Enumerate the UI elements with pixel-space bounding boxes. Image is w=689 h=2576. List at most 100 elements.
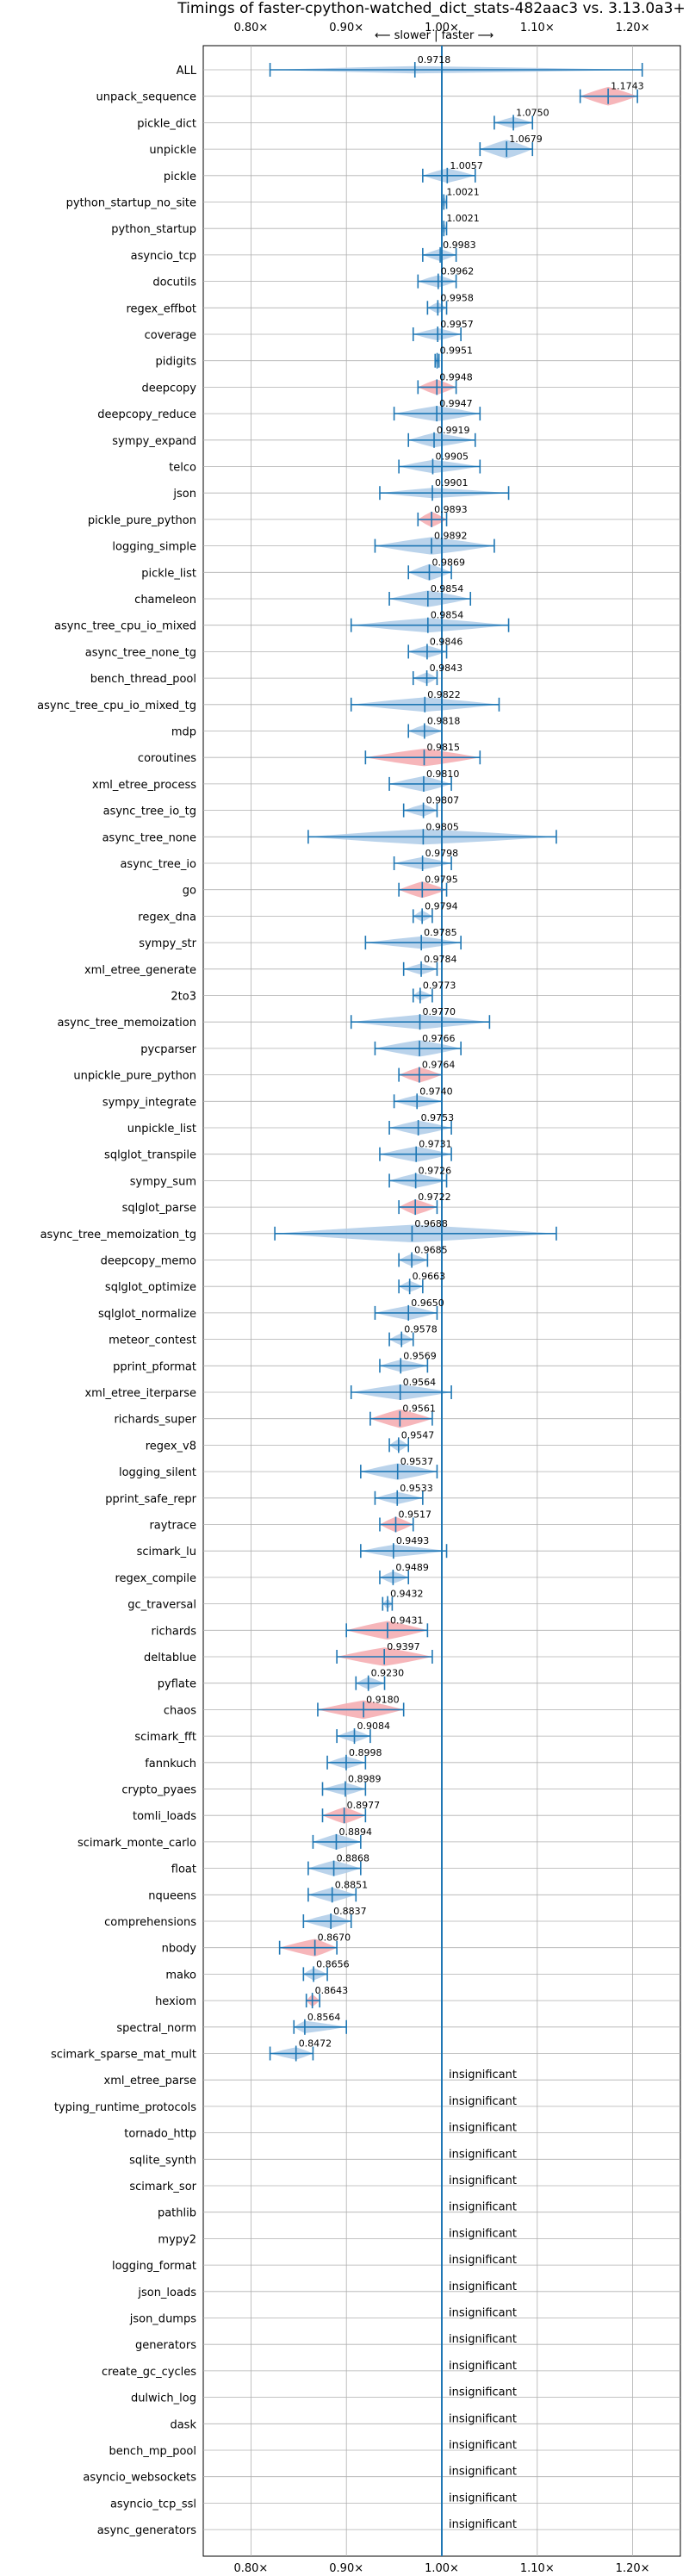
value-label: 0.9892 [434, 531, 467, 542]
bottom-axis-ticks: 0.80× 0.90× 1.00× 1.10× 1.20× [233, 2562, 649, 2575]
benchmark-label: logging_simple [112, 541, 196, 554]
value-label: 0.9794 [425, 900, 457, 912]
value-label: 0.9869 [431, 557, 465, 568]
value-label: 0.9650 [411, 1297, 444, 1309]
value-label: 0.9564 [403, 1377, 437, 1388]
benchmark-label: meteor_contest [109, 1335, 196, 1347]
benchmark-label: unpickle_pure_python [73, 1070, 196, 1083]
benchmark-label: async_tree_io [120, 858, 196, 871]
benchmark-label: richards [152, 1625, 197, 1638]
benchmark-label: pathlib [158, 2207, 196, 2220]
benchmark-label: deepcopy [141, 382, 196, 395]
insignificant-label: insignificant [449, 2518, 517, 2531]
value-label: 0.9854 [431, 610, 464, 621]
benchmark-label: xml_etree_parse [104, 2075, 196, 2088]
value-label: 0.9569 [403, 1350, 437, 1361]
value-label: 0.8837 [333, 1906, 367, 1917]
value-label: 1.0679 [509, 134, 543, 145]
value-label: 0.8977 [347, 1800, 381, 1811]
value-label: 0.9493 [396, 1535, 430, 1546]
insignificant-label: insignificant [449, 2439, 517, 2452]
value-label: 0.9798 [425, 848, 459, 859]
label-layer: ALL 0.9718 unpack_sequence 1.1743 pickle_dic… [37, 54, 643, 2537]
benchmark-label: bench_mp_pool [109, 2445, 196, 2458]
value-label: 0.9773 [423, 980, 456, 992]
value-label: 0.9807 [426, 795, 460, 806]
value-label: 0.9951 [440, 345, 474, 357]
value-label: 0.9983 [443, 240, 476, 251]
benchmark-label: pickle_dict [137, 117, 196, 130]
value-label: 0.9815 [427, 742, 461, 753]
benchmark-label: scimark_monte_carlo [78, 1837, 196, 1850]
value-label: 0.9084 [357, 1720, 391, 1732]
value-label: 0.9958 [440, 292, 474, 303]
value-label: 0.8656 [316, 1958, 350, 1969]
value-label: 0.9561 [402, 1403, 436, 1415]
benchmark-label: async_tree_none [102, 831, 196, 844]
value-label: 0.9722 [418, 1192, 451, 1203]
benchmark-label: regex_effbot [126, 302, 196, 315]
benchmark-label: async_tree_memoization [57, 1017, 196, 1030]
benchmark-label: scimark_lu [137, 1546, 196, 1559]
value-label: 0.9784 [424, 954, 457, 965]
value-label: 0.9962 [441, 266, 475, 277]
benchmark-label: regex_v8 [146, 1440, 196, 1453]
x-tick-label-bottom: 0.90× [329, 2562, 363, 2575]
value-label: 0.9489 [395, 1562, 429, 1573]
benchmark-label: json_dumps [129, 2313, 196, 2326]
benchmark-label: unpickle_list [127, 1123, 196, 1136]
benchmark-label: sqlite_synth [129, 2154, 196, 2167]
benchmark-label: telco [169, 462, 196, 475]
benchmark-label: crypto_pyaes [121, 1784, 196, 1797]
value-label: 0.9517 [398, 1509, 431, 1521]
top-axis-ticks: 0.80× 0.90× 1.00× 1.10× 1.20× [233, 22, 649, 34]
benchmark-label: dulwich_log [131, 2392, 196, 2405]
insignificant-label: insignificant [449, 2492, 517, 2504]
value-label: 0.9740 [419, 1086, 453, 1097]
benchmark-label: spectral_norm [116, 2022, 196, 2035]
benchmark-label: async_generators [97, 2524, 197, 2537]
benchmark-label: sympy_expand [112, 435, 196, 448]
benchmark-label: scimark_sparse_mat_mult [51, 2049, 196, 2062]
value-label: 0.9764 [422, 1060, 456, 1071]
benchmark-label: json_loads [137, 2287, 196, 2299]
x-tick-label-top: 1.10× [520, 22, 555, 34]
value-label: 0.9854 [431, 583, 464, 594]
benchmark-label: sqlglot_normalize [98, 1308, 196, 1321]
value-label: 1.0021 [446, 213, 480, 224]
benchmark-label: nbody [162, 1943, 197, 1956]
insignificant-label: insignificant [449, 2254, 517, 2267]
value-label: 0.8868 [337, 1853, 370, 1864]
value-label: 0.9919 [437, 425, 470, 436]
insignificant-label: insignificant [449, 2069, 517, 2081]
value-label: 0.9432 [390, 1589, 424, 1600]
value-label: 0.9537 [400, 1456, 434, 1467]
value-label: 1.1743 [611, 81, 644, 92]
benchmark-label: sympy_integrate [102, 1096, 196, 1109]
x-tick-label-top: 0.90× [329, 22, 363, 34]
benchmark-label: async_tree_none_tg [85, 646, 196, 659]
value-label: 0.9795 [425, 874, 458, 886]
insignificant-label: insignificant [449, 2333, 517, 2346]
benchmark-label: chaos [164, 1704, 196, 1717]
insignificant-label: insignificant [449, 2466, 517, 2479]
benchmark-label: xml_etree_iterparse [84, 1387, 196, 1400]
value-label: 0.9180 [366, 1694, 400, 1705]
benchmark-label: sqlglot_parse [122, 1202, 196, 1215]
value-label: 0.8643 [315, 1985, 349, 1996]
insignificant-label: insignificant [449, 2122, 517, 2135]
insignificant-label: insignificant [449, 2360, 517, 2373]
value-label: 0.9533 [400, 1483, 433, 1494]
benchmark-label: logging_silent [119, 1466, 196, 1479]
benchmark-label: pprint_safe_repr [105, 1493, 196, 1506]
value-label: 0.9893 [434, 504, 468, 515]
benchmark-label: asyncio_tcp [131, 250, 196, 263]
value-label: 0.9230 [371, 1668, 405, 1679]
x-tick-label-bottom: 0.80× [233, 2562, 268, 2575]
value-label: 0.9766 [422, 1033, 456, 1044]
benchmark-label: sqlglot_optimize [105, 1281, 196, 1294]
value-label: 0.8998 [349, 1747, 382, 1758]
insignificant-label: insignificant [449, 2412, 517, 2425]
benchmark-label: xml_etree_generate [84, 964, 196, 977]
